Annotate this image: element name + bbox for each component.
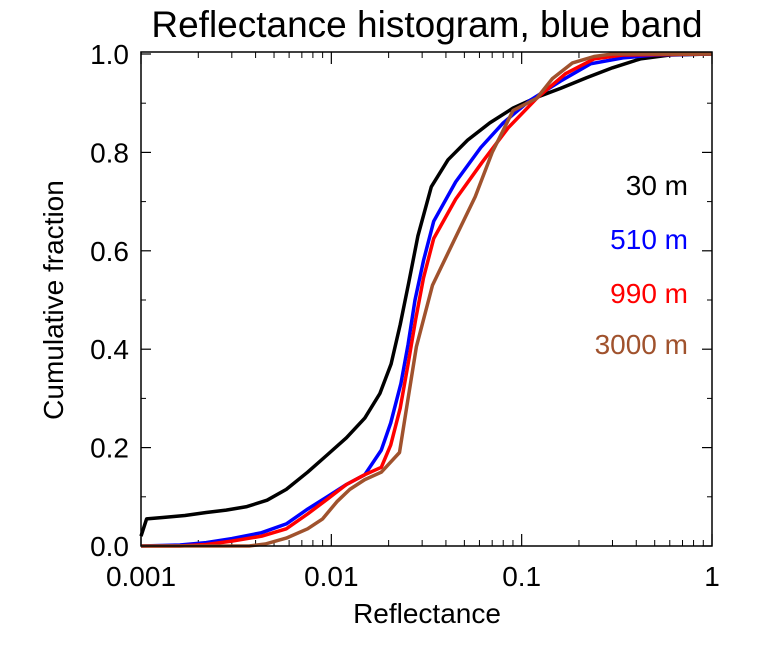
y-axis-label: Cumulative fraction [38,180,69,420]
y-tick-label: 0.6 [90,236,129,267]
legend: 30 m 510 m 990 m 3000 m [595,170,688,360]
legend-entry: 990 m [610,278,688,309]
y-tick-label: 0.2 [90,433,129,464]
y-tick-label: 0.8 [90,137,129,168]
x-axis-ticks: 0.001 0.01 0.1 1 [106,52,720,592]
y-tick-label: 0.0 [90,531,129,562]
legend-entry: 30 m [626,170,688,201]
x-tick-label: 0.01 [304,561,359,592]
y-tick-label: 0.4 [90,334,129,365]
y-tick-label: 1.0 [90,39,129,70]
plot-frame [140,51,713,547]
x-tick-label: 1 [704,561,720,592]
chart-title: Reflectance histogram, blue band [151,4,702,45]
series-line-30-m [139,52,713,537]
x-axis-label: Reflectance [353,598,501,629]
x-tick-label: 0.001 [106,561,176,592]
series-line-3000-m [141,52,712,548]
y-axis-ticks: 0.0 0.2 0.4 0.6 0.8 1.0 [90,39,712,562]
legend-entry: 510 m [610,224,688,255]
series-lines [139,52,713,548]
x-tick-label: 0.1 [502,561,541,592]
legend-entry: 3000 m [595,329,688,360]
